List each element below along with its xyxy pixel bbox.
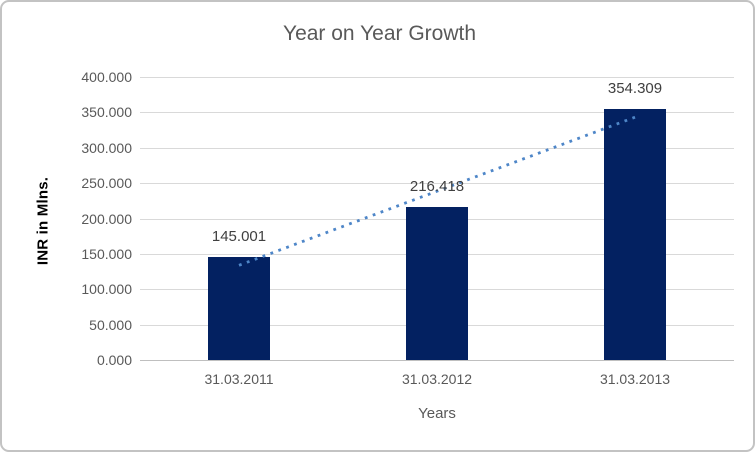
bar-data-label: 145.001 [211, 228, 267, 246]
x-tick-label: 31.03.2012 [401, 371, 473, 387]
gridline [140, 183, 734, 185]
bar [406, 206, 468, 360]
x-tick-label: 31.03.2013 [599, 371, 671, 387]
x-tick-label: 31.03.2011 [204, 371, 274, 387]
bar-data-label: 354.309 [607, 80, 663, 98]
y-tick-label: 350.000 [81, 104, 132, 121]
chart-title: Year on Year Growth [282, 22, 477, 45]
gridline [140, 77, 734, 78]
bar [604, 109, 666, 360]
y-tick-label: 50.000 [89, 316, 132, 333]
y-tick-label: 250.000 [81, 175, 132, 192]
x-axis-title: Years [418, 405, 456, 422]
bar [208, 257, 270, 360]
gridline [140, 147, 734, 149]
y-tick-label: 100.000 [81, 281, 132, 298]
bar-data-label: 216.418 [409, 177, 465, 195]
y-tick-label: 200.000 [81, 210, 132, 227]
y-tick-label: 300.000 [81, 139, 132, 156]
x-axis-line [140, 360, 734, 361]
trendline [238, 115, 636, 267]
y-tick-label: 0.000 [96, 352, 132, 368]
y-tick-label: 400.000 [81, 69, 132, 85]
gridline [140, 112, 734, 114]
y-tick-label: 150.000 [81, 245, 132, 262]
trendline-path [238, 115, 636, 267]
